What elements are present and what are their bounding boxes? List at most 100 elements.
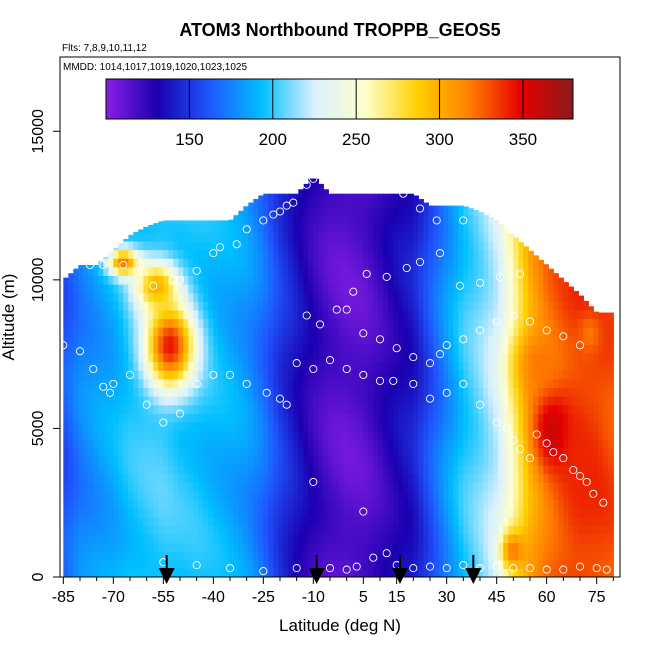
heatmap-cell: [603, 361, 609, 371]
heatmap-cell: [393, 525, 399, 535]
heatmap-cell: [83, 284, 89, 294]
heatmap-cell: [468, 516, 474, 526]
heatmap-cell: [493, 542, 499, 552]
heatmap-cell: [93, 473, 99, 483]
heatmap-cell: [503, 266, 509, 276]
heatmap-cell: [313, 464, 319, 475]
heatmap-cell: [223, 456, 229, 466]
heatmap-cell: [548, 482, 554, 492]
heatmap-cell: [208, 508, 214, 518]
heatmap-cell: [218, 370, 224, 380]
heatmap-cell: [138, 327, 144, 337]
heatmap-cell: [523, 249, 529, 259]
heatmap-cell: [83, 301, 89, 311]
heatmap-cell: [138, 266, 144, 276]
heatmap-cell: [243, 542, 249, 552]
heatmap-cell: [438, 568, 444, 577]
heatmap-cell: [533, 508, 539, 518]
heatmap-cell: [163, 447, 169, 457]
heatmap-cell: [473, 387, 479, 397]
heatmap-cell: [488, 301, 494, 311]
heatmap-cell: [293, 456, 299, 466]
heatmap-cell: [298, 551, 304, 561]
heatmap-cell: [123, 361, 129, 371]
heatmap-cell: [228, 232, 234, 242]
heatmap-cell: [568, 352, 574, 363]
heatmap-cell: [158, 430, 164, 440]
heatmap-cell: [298, 249, 304, 259]
heatmap-cell: [343, 559, 349, 569]
heatmap-cell: [418, 258, 424, 268]
heatmap-cell: [203, 223, 209, 233]
heatmap-cell: [458, 482, 464, 492]
heatmap-cell: [148, 551, 154, 561]
heatmap-cell: [463, 464, 469, 475]
heatmap-cell: [363, 551, 369, 561]
heatmap-cell: [128, 318, 134, 328]
heatmap-cell: [533, 490, 539, 501]
heatmap-cell: [313, 525, 319, 535]
heatmap-cell: [608, 430, 614, 440]
heatmap-cell: [473, 258, 479, 268]
heatmap-cell: [328, 473, 334, 483]
heatmap-cell: [173, 249, 179, 259]
heatmap-cell: [438, 551, 444, 561]
heatmap-cell: [338, 533, 344, 544]
heatmap-cell: [458, 249, 464, 259]
heatmap-cell: [328, 439, 334, 449]
heatmap-cell: [303, 284, 309, 294]
heatmap-cell: [533, 482, 539, 492]
heatmap-cell: [208, 421, 214, 432]
heatmap-cell: [143, 370, 149, 380]
heatmap-cell: [378, 301, 384, 311]
heatmap-cell: [403, 396, 409, 406]
heatmap-cell: [203, 447, 209, 457]
heatmap-cell: [403, 404, 409, 414]
heatmap-cell: [428, 559, 434, 569]
heatmap-cell: [133, 352, 139, 363]
heatmap-cell: [83, 464, 89, 475]
heatmap-cell: [458, 266, 464, 276]
heatmap-cell: [388, 421, 394, 432]
heatmap-cell: [358, 215, 364, 225]
heatmap-cell: [323, 525, 329, 535]
heatmap-cell: [378, 456, 384, 466]
heatmap-cell: [88, 568, 94, 577]
heatmap-cell: [403, 525, 409, 535]
heatmap-cell: [413, 464, 419, 475]
heatmap-cell: [258, 327, 264, 337]
heatmap-cell: [493, 516, 499, 526]
heatmap-cell: [543, 559, 549, 569]
heatmap-cell: [88, 551, 94, 561]
heatmap-cell: [218, 352, 224, 363]
heatmap-cell: [508, 473, 514, 483]
heatmap-cell: [358, 473, 364, 483]
heatmap-cell: [573, 396, 579, 406]
heatmap-cell: [293, 301, 299, 311]
heatmap-cell: [143, 258, 149, 268]
heatmap-cell: [68, 404, 74, 414]
heatmap-cell: [238, 318, 244, 328]
heatmap-cell: [308, 551, 314, 561]
sample-point: [359, 329, 368, 338]
heatmap-cell: [388, 318, 394, 328]
sample-point: [492, 317, 501, 326]
heatmap-cell: [498, 473, 504, 483]
heatmap-cell: [73, 482, 79, 492]
heatmap-cell: [478, 223, 484, 233]
heatmap-cell: [173, 240, 179, 251]
heatmap-cell: [298, 447, 304, 457]
heatmap-cell: [193, 266, 199, 276]
heatmap-cell: [533, 447, 539, 457]
heatmap-cell: [423, 533, 429, 544]
heatmap-cell: [423, 378, 429, 389]
heatmap-cell: [453, 205, 459, 208]
heatmap-cell: [418, 335, 424, 345]
heatmap-cell: [408, 258, 414, 268]
heatmap-cell: [143, 335, 149, 345]
heatmap-cell: [118, 447, 124, 457]
heatmap-cell: [88, 482, 94, 492]
heatmap-cell: [273, 421, 279, 432]
heatmap-cell: [338, 335, 344, 345]
heatmap-cell: [213, 525, 219, 535]
